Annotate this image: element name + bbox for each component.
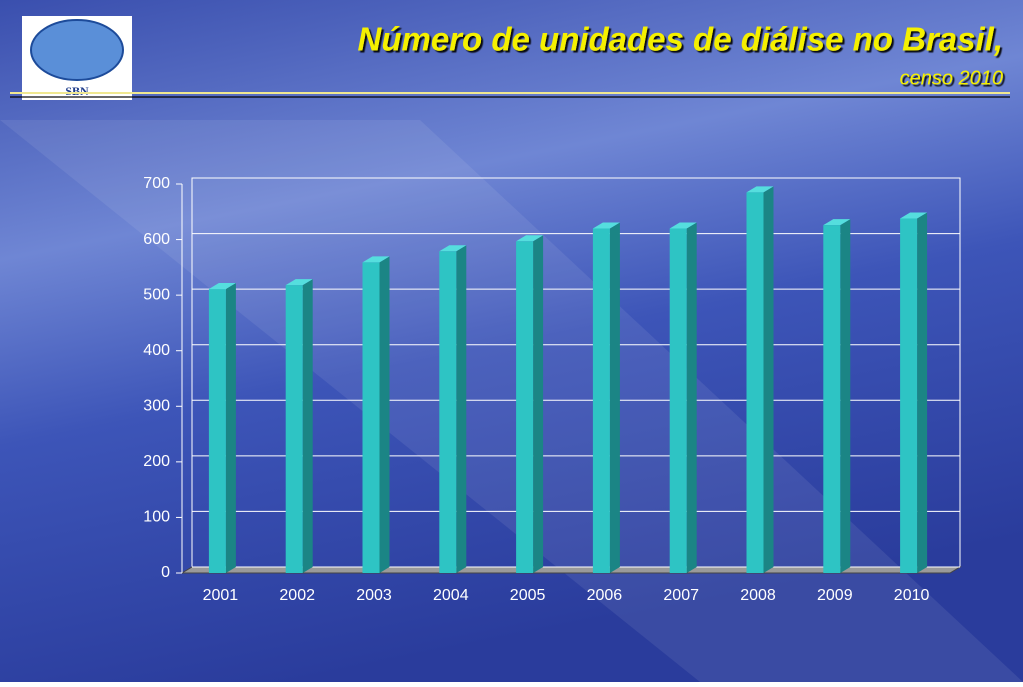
bar-side	[763, 186, 774, 574]
bar-side	[456, 245, 467, 573]
bar	[669, 222, 697, 573]
bar-top	[823, 219, 851, 226]
bar-top	[516, 235, 544, 242]
y-tick-label: 0	[161, 564, 170, 581]
y-tick-label: 400	[143, 342, 170, 359]
bar-front	[592, 228, 610, 573]
y-tick-label: 500	[143, 286, 170, 303]
bar-top	[285, 279, 313, 286]
bar-top	[592, 222, 620, 229]
bar	[900, 212, 928, 573]
bar-side	[840, 219, 851, 573]
bar-top	[900, 212, 928, 219]
bar-side	[686, 222, 697, 573]
bar	[516, 235, 544, 573]
bar-front	[823, 225, 841, 573]
bar-front	[285, 285, 303, 573]
bar-top	[208, 283, 236, 290]
bar-side	[533, 235, 544, 573]
bar-front	[516, 241, 534, 573]
bar	[285, 279, 313, 573]
x-tick-label: 2006	[587, 587, 623, 604]
bar-front	[439, 251, 457, 573]
x-tick-label: 2003	[356, 587, 392, 604]
x-tick-label: 2008	[740, 587, 776, 604]
bar-top	[669, 222, 697, 229]
x-tick-label: 2009	[817, 587, 853, 604]
x-tick-label: 2010	[894, 587, 930, 604]
bar-front	[362, 262, 380, 573]
bar-front	[746, 192, 764, 574]
bar	[208, 283, 236, 573]
bar-front	[669, 228, 687, 573]
x-tick-label: 2002	[279, 587, 315, 604]
chart-subtitle: censo 2010	[900, 67, 1003, 89]
y-tick-label: 700	[143, 175, 170, 192]
x-tick-label: 2005	[510, 587, 546, 604]
bar	[746, 186, 774, 574]
y-tick-label: 300	[143, 398, 170, 415]
divider	[10, 92, 1010, 94]
bar-front	[900, 218, 918, 573]
y-tick-label: 100	[143, 509, 170, 526]
chart-title: Número de unidades de diálise no Brasil,	[358, 21, 1004, 58]
y-tick-label: 200	[143, 453, 170, 470]
bar	[439, 245, 467, 573]
bar-front	[208, 289, 226, 573]
bar-top	[362, 256, 390, 263]
bar-side	[917, 212, 928, 573]
y-tick-label: 600	[143, 231, 170, 248]
bar	[823, 219, 851, 573]
divider	[10, 96, 1010, 98]
logo-shape	[30, 19, 124, 81]
x-tick-label: 2007	[663, 587, 699, 604]
bar-side	[225, 283, 236, 573]
bar-top	[439, 245, 467, 252]
x-tick-label: 2001	[203, 587, 239, 604]
bar-side	[609, 222, 620, 573]
bar	[362, 256, 390, 573]
bar-top	[746, 186, 774, 193]
x-tick-label: 2004	[433, 587, 469, 604]
bar-side	[379, 256, 390, 573]
bar-side	[302, 279, 313, 573]
bar	[592, 222, 620, 573]
logo-text: SBN	[65, 84, 89, 98]
